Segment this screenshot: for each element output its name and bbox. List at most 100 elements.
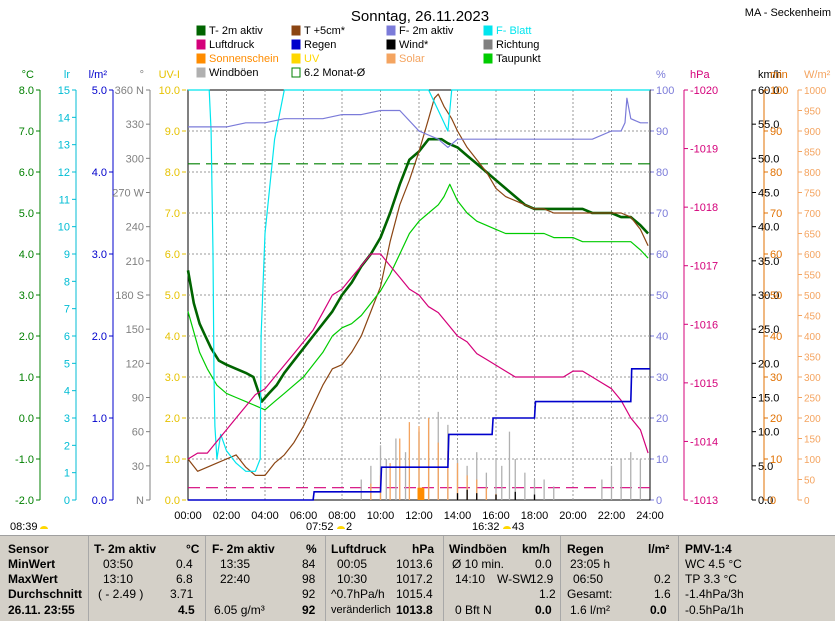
y-tick-label: 10.0 bbox=[758, 427, 779, 439]
y-tick-label: 20.0 bbox=[758, 358, 779, 370]
y-tick-label: -1016 bbox=[690, 319, 718, 331]
y-tick-label: 3.0 bbox=[19, 290, 34, 302]
legend-label: T- 2m aktiv bbox=[209, 25, 263, 37]
y-axis-unit: km/h bbox=[758, 69, 782, 81]
y-tick-label: 80 bbox=[770, 167, 782, 179]
legend-label: Windböen bbox=[209, 67, 259, 79]
y-tick-label: 0 bbox=[770, 495, 776, 507]
y-tick-label: 800 bbox=[804, 168, 821, 179]
y-tick-label: 12 bbox=[58, 167, 70, 179]
y-tick-label: N bbox=[136, 495, 144, 507]
y-tick-label: 15.0 bbox=[758, 393, 779, 405]
y-tick-label: 1000 bbox=[804, 86, 827, 97]
legend-swatch bbox=[386, 53, 396, 64]
x-tick-label: 04:00 bbox=[251, 510, 279, 522]
x-tick-label: 22:00 bbox=[598, 510, 626, 522]
y-tick-label: 6.0 bbox=[19, 167, 34, 179]
stats-luftdruck-min-time: 00:05 bbox=[337, 557, 368, 571]
legend-label: F- Blatt bbox=[496, 25, 531, 37]
stats-pressure-trend-3h: -1.4hPa/3h bbox=[685, 587, 744, 601]
y-tick-label: 10 bbox=[770, 454, 782, 466]
y-tick-label: 70 bbox=[770, 208, 782, 220]
legend-swatch bbox=[386, 39, 396, 50]
y-tick-label: 3.0 bbox=[165, 372, 180, 384]
stats-t2m-min: 0.4 bbox=[176, 557, 193, 571]
y-tick-label: 10 bbox=[58, 222, 70, 234]
stats-current-datetime: 26.11. 23:55 bbox=[8, 603, 75, 617]
x-tick-label: 00:00 bbox=[174, 510, 202, 522]
y-tick-label: 4 bbox=[64, 386, 70, 398]
stats-f2m-min-time: 13:35 bbox=[220, 557, 251, 571]
y-tick-label: 150 bbox=[804, 435, 821, 446]
legend-swatch bbox=[196, 25, 206, 36]
y-tick-label: 150 bbox=[126, 324, 144, 336]
y-tick-label: 2 bbox=[64, 440, 70, 452]
stats-pmv-header: PMV-1:4 bbox=[685, 542, 732, 556]
stats-wind-max-direction: W-SW bbox=[497, 572, 532, 586]
y-tick-label: 750 bbox=[804, 189, 821, 200]
y-tick-label: 20 bbox=[770, 413, 782, 425]
stats-wind-avg-label: Ø 10 min. bbox=[452, 557, 505, 571]
x-tick-label: 06:00 bbox=[290, 510, 318, 522]
y-tick-label: 0 bbox=[656, 495, 662, 507]
chart-title: Sonntag, 26.11.2023 bbox=[351, 8, 489, 25]
stats-wind-mean: 1.2 bbox=[539, 587, 556, 601]
y-tick-label: 0.0 bbox=[92, 495, 107, 507]
y-tick-label: 9 bbox=[64, 249, 70, 261]
y-axis-unit: W/m² bbox=[804, 69, 831, 81]
y-tick-label: 6.0 bbox=[165, 249, 180, 261]
y-tick-label: 200 bbox=[804, 414, 821, 425]
legend-label: 6.2 Monat-Ø bbox=[304, 67, 366, 79]
y-tick-label: -1018 bbox=[690, 202, 718, 214]
stats-t2m-trend: ( - 2.49 ) bbox=[98, 587, 144, 601]
stats-t2m-unit: °C bbox=[186, 542, 200, 556]
y-tick-label: -1.0 bbox=[15, 454, 34, 466]
stats-minwert-label: MinWert bbox=[8, 557, 56, 571]
legend-swatch bbox=[291, 25, 301, 36]
sunset-value: 43 bbox=[512, 521, 524, 533]
stats-t2m-header: T- 2m aktiv bbox=[94, 542, 157, 556]
y-tick-label: 360 N bbox=[115, 85, 144, 97]
stats-t2m-max: 6.8 bbox=[176, 572, 193, 586]
stats-regen-max: 0.2 bbox=[654, 572, 671, 586]
stats-t2m-avg: 3.71 bbox=[170, 587, 194, 601]
y-tick-label: 300 bbox=[804, 373, 821, 384]
stats-luftdruck-forecast: veränderlich bbox=[331, 604, 391, 616]
y-tick-label: 5 bbox=[64, 358, 70, 370]
legend-swatch bbox=[196, 67, 206, 78]
stats-wind-avg: 0.0 bbox=[535, 557, 552, 571]
y-tick-label: 2.0 bbox=[19, 331, 34, 343]
x-tick-label: 02:00 bbox=[213, 510, 241, 522]
y-tick-label: 0.0 bbox=[165, 495, 180, 507]
y-tick-label: 20 bbox=[656, 413, 668, 425]
y-tick-label: 100 bbox=[804, 455, 821, 466]
sunrise-time: 07:52 bbox=[306, 521, 334, 533]
y-tick-label: 15 bbox=[58, 85, 70, 97]
sunset-icon bbox=[503, 526, 511, 529]
y-tick-label: -1014 bbox=[690, 436, 718, 448]
y-tick-label: 5.0 bbox=[92, 85, 107, 97]
stats-f2m-unit: % bbox=[306, 542, 317, 556]
y-tick-label: 2.0 bbox=[165, 413, 180, 425]
x-tick-label: 18:00 bbox=[521, 510, 549, 522]
legend-swatch bbox=[291, 67, 301, 78]
stats-dewpoint: TP 3.3 °C bbox=[685, 572, 737, 586]
legend-swatch bbox=[291, 53, 301, 64]
legend-swatch bbox=[196, 53, 206, 64]
y-tick-label: 30.0 bbox=[758, 290, 779, 302]
y-tick-label: 11 bbox=[59, 194, 70, 206]
y-tick-label: 60 bbox=[656, 249, 668, 261]
stats-f2m-current: 92 bbox=[302, 603, 316, 617]
stats-luftdruck-max: 1017.2 bbox=[396, 572, 433, 586]
y-tick-label: 55.0 bbox=[758, 119, 779, 131]
legend-label: Taupunkt bbox=[496, 53, 541, 65]
stats-windboeen-header: Windböen bbox=[449, 542, 507, 556]
y-tick-label: 4.0 bbox=[165, 331, 180, 343]
y-tick-label: 0 bbox=[804, 496, 810, 507]
stats-wind-max: 12.9 bbox=[530, 572, 554, 586]
y-tick-label: 500 bbox=[804, 291, 821, 302]
legend-swatch bbox=[483, 39, 493, 50]
stats-wind-beaufort: 0 Bft N bbox=[455, 603, 492, 617]
stats-luftdruck-header: Luftdruck bbox=[331, 542, 387, 556]
